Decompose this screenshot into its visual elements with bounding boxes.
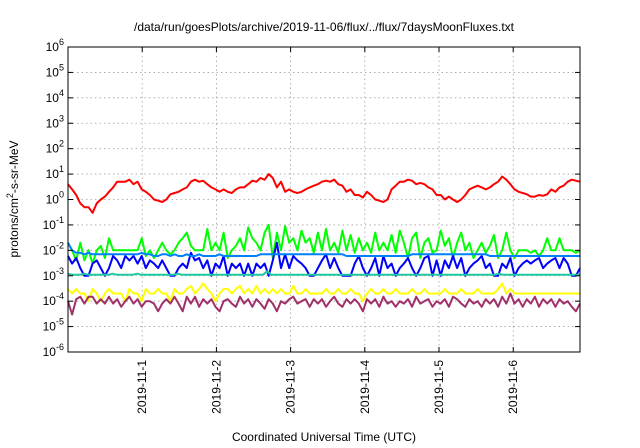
x-tick-label: 2019-11-6 [506,360,520,414]
y-tick-label: 105 [46,62,64,79]
series-line-2 [67,241,581,277]
y-tick-label: 10-6 [43,342,64,359]
y-tick-label: 103 [46,113,64,130]
series-layer [67,173,581,316]
y-axis-label-rest: -s-sr-MeV [7,140,21,193]
chart-title: /data/run/goesPlots/archive/2019-11-06/f… [134,20,515,34]
y-tick-label: 102 [46,139,64,156]
y-tick-label: 10-5 [43,317,64,334]
x-tick-label: 2019-11-4 [358,360,372,414]
y-tick-label: 10-1 [43,215,64,232]
x-ticks: 2019-11-1 2019-11-2 2019-11-3 2019-11-4 2019… [135,47,520,414]
x-tick-label: 2019-11-1 [135,360,149,414]
y-tick-label: 106 [46,37,64,54]
grid [68,47,580,352]
y-ticks: 10-6 10-5 10-4 10-3 10-2 10-1 100 101 102 103 104 1… [43,37,580,359]
y-axis-label-base: protons/cm [7,198,21,257]
series-line-3 [67,242,580,257]
y-tick-label: 100 [46,190,64,207]
x-axis-label: Coordinated Universal Time (UTC) [232,430,416,444]
y-tick-label: 10-3 [43,266,64,283]
y-tick-label: 10-4 [43,291,64,308]
series-line-0 [67,173,581,214]
series-line-4 [67,270,580,276]
series-line-5 [67,282,580,303]
y-axis-label: protons/cm2-s-sr-MeV [5,140,21,257]
x-tick-label: 2019-11-3 [284,360,298,414]
x-tick-label: 2019-11-5 [432,360,446,414]
y-tick-label: 101 [46,164,64,181]
x-tick-label: 2019-11-2 [209,360,223,414]
y-tick-label: 104 [46,88,64,105]
series-line-6 [67,292,581,316]
y-tick-label: 10-2 [43,240,64,257]
y-axis-label-sup: 2 [5,193,15,198]
